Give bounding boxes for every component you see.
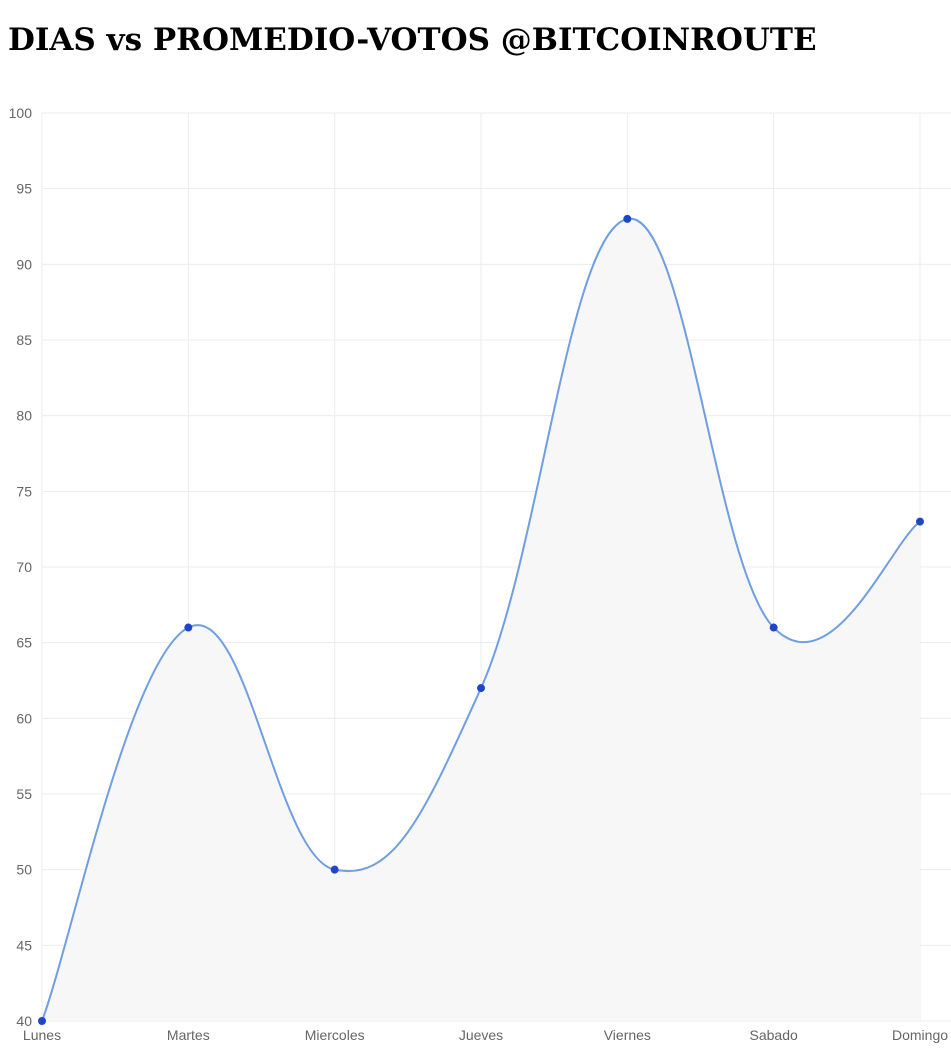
series-area-fill: [42, 218, 920, 1021]
x-tick-label: Lunes: [23, 1027, 61, 1043]
data-point-viernes[interactable]: [623, 214, 632, 223]
x-tick-label: Miercoles: [305, 1027, 365, 1043]
x-tick-label: Jueves: [459, 1027, 503, 1043]
x-tick-label: Martes: [167, 1027, 210, 1043]
data-point-lunes[interactable]: [38, 1017, 46, 1025]
x-tick-label: Viernes: [604, 1027, 651, 1043]
y-tick-label: 55: [16, 786, 32, 802]
x-tick-label: Sabado: [750, 1027, 798, 1043]
y-tick-label: 50: [16, 862, 32, 878]
y-tick-label: 65: [16, 635, 32, 651]
y-tick-label: 60: [16, 710, 32, 726]
area-layer: [42, 218, 920, 1021]
x-axis-labels: Lunes Martes Miercoles Jueves Viernes Sabado D…: [23, 1027, 948, 1043]
y-tick-label: 70: [16, 559, 32, 575]
data-point-jueves[interactable]: [477, 684, 485, 693]
data-point-martes[interactable]: [184, 623, 193, 632]
y-tick-label: 85: [16, 332, 32, 348]
data-point-sabado[interactable]: [769, 623, 778, 632]
x-tick-label: Domingo: [892, 1027, 948, 1043]
data-point-miercoles[interactable]: [330, 865, 339, 874]
y-tick-label: 100: [9, 105, 33, 121]
y-tick-label: 40: [16, 1013, 32, 1029]
y-tick-label: 45: [16, 937, 32, 953]
y-tick-label: 90: [16, 256, 32, 272]
y-axis-labels: 100 95 90 85 80 75 70 65 60 55 50 45 40: [9, 105, 33, 1029]
chart-title: DIAS vs PROMEDIO-VOTOS @BITCOINROUTE: [8, 22, 817, 58]
y-tick-label: 80: [16, 408, 32, 424]
data-point-domingo[interactable]: [916, 517, 924, 526]
y-tick-label: 95: [16, 181, 32, 197]
y-tick-label: 75: [16, 483, 32, 499]
point-layer: [38, 214, 924, 1025]
